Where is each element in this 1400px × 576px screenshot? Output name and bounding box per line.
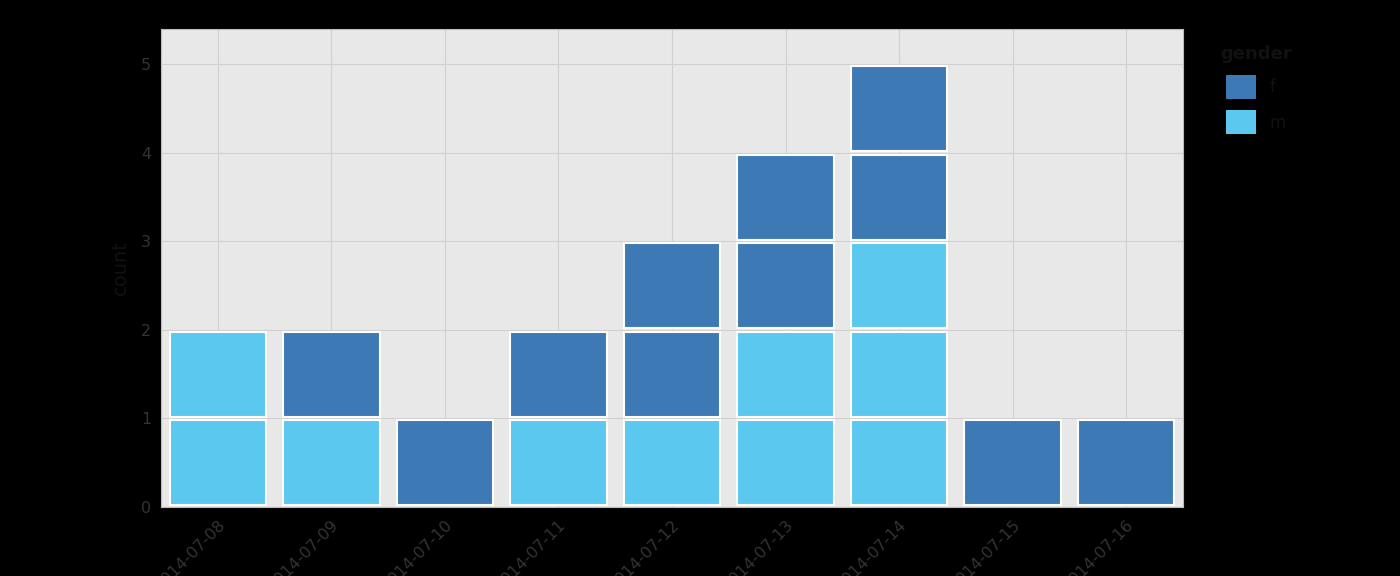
Y-axis label: count: count	[111, 240, 130, 295]
Bar	[510, 332, 606, 416]
Bar	[851, 420, 948, 505]
Bar	[851, 332, 948, 416]
Bar	[169, 420, 266, 505]
Bar	[851, 154, 948, 240]
Bar	[396, 420, 493, 505]
Bar	[283, 420, 379, 505]
Bar	[738, 420, 834, 505]
Bar	[169, 332, 266, 416]
Bar	[1078, 420, 1175, 505]
Bar	[624, 332, 720, 416]
Legend: f, m: f, m	[1212, 37, 1301, 142]
Bar	[738, 243, 834, 328]
Bar	[624, 420, 720, 505]
Bar	[738, 332, 834, 416]
Bar	[624, 243, 720, 328]
Bar	[851, 243, 948, 328]
Bar	[851, 66, 948, 151]
Bar	[965, 420, 1061, 505]
Bar	[738, 154, 834, 240]
Bar	[510, 420, 606, 505]
Bar	[283, 332, 379, 416]
